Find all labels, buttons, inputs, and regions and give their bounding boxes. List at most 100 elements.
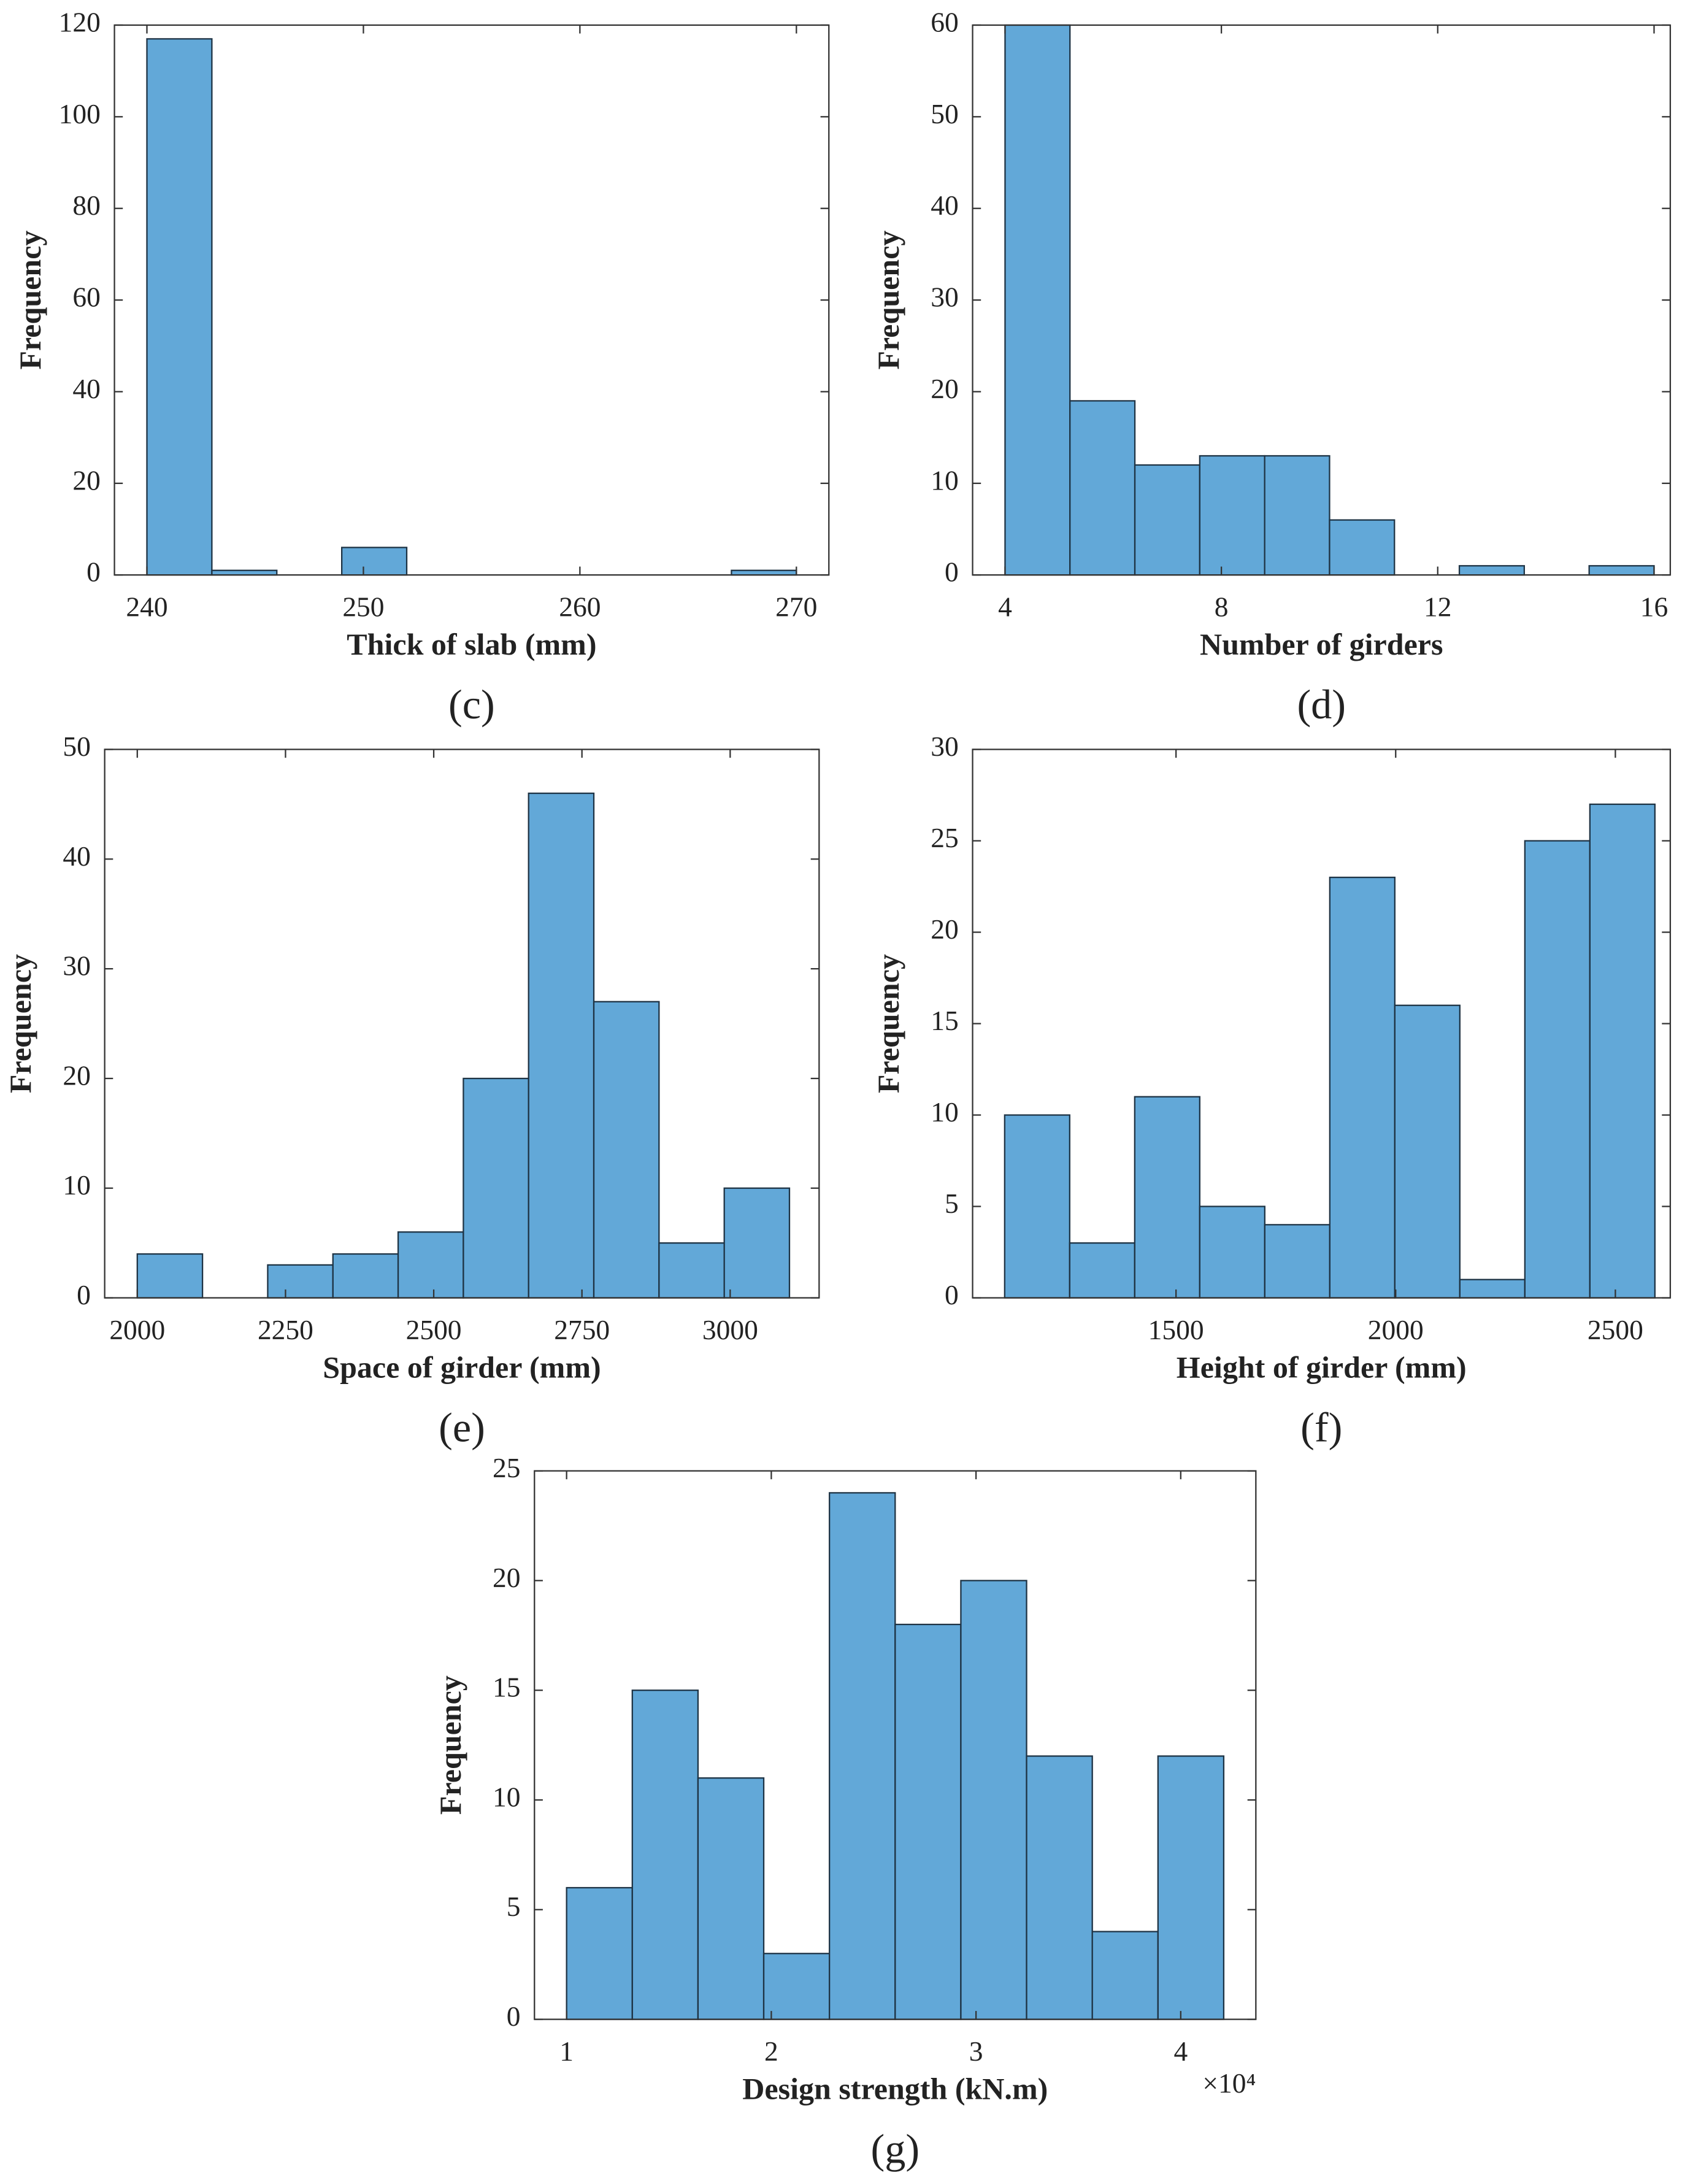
y-tick-label: 10 [63, 1169, 90, 1201]
y-tick-label: 0 [507, 2001, 521, 2032]
x-axis-label: Number of girders [1200, 627, 1443, 661]
bar [1026, 1755, 1093, 2020]
x-tick-label: 12 [1424, 591, 1451, 623]
y-tick-label: 100 [59, 98, 101, 129]
bar [631, 1690, 699, 2020]
bar [1588, 565, 1655, 576]
bar [332, 1253, 399, 1299]
panel-label: (e) [439, 1404, 485, 1451]
y-tick-label: 25 [931, 822, 958, 853]
bar [1134, 464, 1200, 576]
x-tick-label: 2250 [258, 1314, 313, 1345]
x-axis-label: Height of girder (mm) [1177, 1350, 1467, 1384]
bar [1264, 1224, 1330, 1299]
y-tick-label: 5 [945, 1188, 959, 1219]
bar [1524, 840, 1591, 1299]
x-tick-label: 4 [1173, 2036, 1188, 2067]
x-tick-label: 2750 [554, 1314, 610, 1345]
y-tick-label: 25 [493, 1452, 520, 1483]
bar [267, 1264, 334, 1299]
x-tick-label: 16 [1640, 591, 1668, 623]
axes-box [113, 24, 830, 576]
x-tick-label: 260 [559, 591, 601, 623]
y-tick-label: 120 [59, 6, 101, 37]
y-axis-label: Frequency [871, 954, 905, 1093]
y-tick-label: 0 [86, 556, 101, 588]
bar [762, 1953, 831, 2020]
x-tick-label: 2500 [1588, 1314, 1643, 1345]
x-tick-label: 1 [559, 2036, 574, 2067]
y-tick-label: 20 [63, 1059, 90, 1091]
bar [960, 1580, 1027, 2020]
y-tick-label: 40 [72, 373, 100, 404]
bar [566, 1886, 633, 2020]
y-tick-label: 15 [931, 1005, 958, 1036]
bar [894, 1623, 962, 2020]
y-axis-label: Frequency [433, 1675, 467, 1815]
bar [1157, 1755, 1225, 2020]
y-tick-label: 10 [931, 464, 958, 496]
bar [397, 1231, 464, 1299]
x-tick-label: 270 [775, 591, 817, 623]
y-tick-label: 0 [945, 1279, 959, 1310]
bar [1091, 1931, 1159, 2020]
panel-label: (c) [448, 681, 495, 728]
bar [136, 1253, 204, 1299]
x-tick-label: 1500 [1148, 1314, 1204, 1345]
y-tick-label: 40 [63, 840, 90, 872]
bar [658, 1242, 725, 1299]
y-tick-label: 10 [931, 1096, 958, 1128]
bar [1199, 1205, 1265, 1299]
bar [1134, 1096, 1200, 1299]
x-tick-label: 2500 [406, 1314, 462, 1345]
y-tick-label: 0 [945, 556, 959, 588]
y-tick-label: 80 [72, 190, 100, 221]
y-tick-label: 20 [493, 1562, 520, 1593]
bar [528, 792, 595, 1299]
x-multiplier: ×10⁴ [1202, 2067, 1256, 2099]
x-tick-label: 3000 [702, 1314, 758, 1345]
y-tick-label: 50 [931, 98, 958, 129]
x-tick-label: 2000 [1368, 1314, 1424, 1345]
y-axis-label: Frequency [13, 231, 47, 370]
bar [1264, 455, 1330, 576]
bar [1069, 1242, 1135, 1299]
y-tick-label: 30 [63, 950, 90, 982]
bar [697, 1777, 765, 2020]
x-axis-label: Space of girder (mm) [323, 1350, 601, 1384]
bar [1199, 455, 1265, 576]
bar [1069, 400, 1136, 576]
y-tick-label: 10 [493, 1781, 520, 1812]
panel-label: (d) [1297, 681, 1346, 728]
y-tick-label: 20 [72, 464, 100, 496]
bar [1458, 565, 1526, 576]
y-tick-label: 15 [493, 1672, 520, 1703]
bar [1329, 877, 1396, 1299]
y-tick-label: 0 [77, 1279, 91, 1310]
bar [146, 38, 213, 576]
y-tick-label: 60 [72, 282, 100, 313]
x-tick-label: 4 [998, 591, 1012, 623]
y-tick-label: 50 [63, 731, 90, 762]
bar [1394, 1004, 1461, 1299]
y-tick-label: 40 [931, 190, 958, 221]
y-tick-label: 20 [931, 913, 958, 945]
x-tick-label: 250 [342, 591, 384, 623]
panel-label: (g) [871, 2126, 920, 2172]
y-tick-label: 5 [507, 1891, 521, 1922]
y-tick-label: 20 [931, 373, 958, 404]
axes-box [534, 1470, 1257, 2020]
bar [1004, 24, 1071, 576]
bar [1589, 803, 1656, 1299]
bar [1329, 519, 1396, 576]
x-tick-label: 240 [126, 591, 167, 623]
y-tick-label: 30 [931, 282, 958, 313]
bar [1459, 1278, 1526, 1299]
bar [829, 1492, 896, 2020]
bar [723, 1187, 791, 1299]
axes-box [104, 748, 820, 1299]
bar [463, 1077, 529, 1299]
y-tick-label: 30 [931, 731, 958, 762]
